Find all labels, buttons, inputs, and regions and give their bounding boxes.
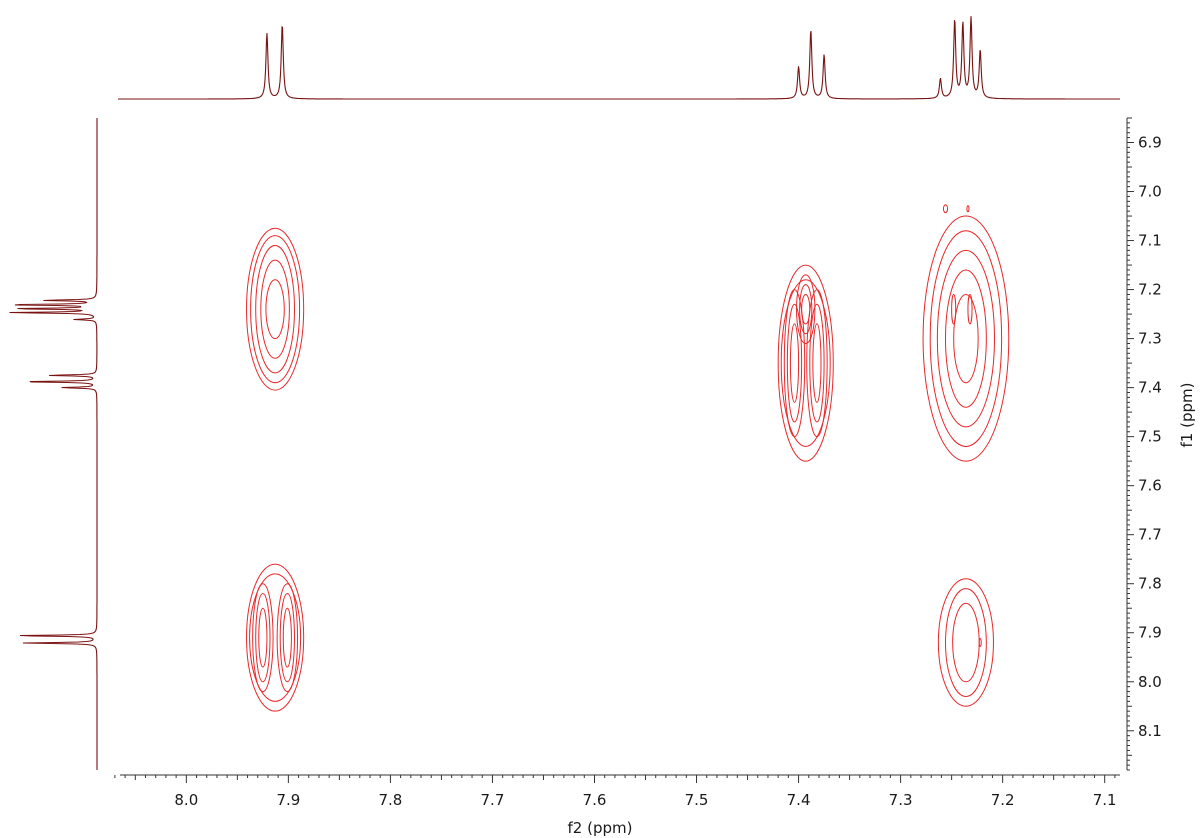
contour-plot <box>246 204 1010 712</box>
contour-line <box>945 588 987 697</box>
contour-line <box>780 279 831 447</box>
y-axis: 6.9 7.0 7.1 7.2 7.3 7.4 7.5 7.6 7.7 7.8 7.9 8.0 8.1 <box>1126 117 1162 771</box>
x-tick-label: 7.5 <box>685 791 709 809</box>
cross-peak <box>937 578 994 707</box>
x-tick-label: 7.1 <box>1093 791 1117 809</box>
contour-line <box>936 249 995 428</box>
contour-line <box>260 259 290 359</box>
contour-line <box>786 303 803 423</box>
contour-line <box>252 583 274 693</box>
contour-line <box>250 235 301 384</box>
contour-line <box>265 279 285 340</box>
x-tick-label: 7.8 <box>378 791 402 809</box>
top-projection-trace <box>118 16 1120 100</box>
cross-peak <box>978 638 982 647</box>
contour-line <box>789 323 800 403</box>
y-tick-label: 7.3 <box>1138 330 1162 348</box>
y-tick-label: 7.5 <box>1138 428 1162 446</box>
y-tick-label: 7.0 <box>1138 183 1162 201</box>
cross-peak <box>966 205 970 213</box>
x-axis-title: f2 (ppm) <box>568 819 633 837</box>
cross-peak <box>246 563 305 712</box>
contour-line <box>246 227 305 391</box>
y-tick-label: 8.1 <box>1138 722 1162 740</box>
left-projection-trace <box>9 118 98 770</box>
top-projection-spectrum <box>118 16 1120 100</box>
contour-line <box>279 593 295 683</box>
x-axis: 8.0 7.9 7.8 7.7 7.6 7.5 7.4 7.3 7.2 7.1 <box>114 774 1120 809</box>
contour-line <box>937 578 994 707</box>
contour-line <box>809 303 825 423</box>
contour-line <box>952 602 980 683</box>
y-tick-label: 7.6 <box>1138 477 1162 495</box>
contour-line <box>922 215 1010 462</box>
contour-line <box>978 638 982 647</box>
y-axis-title: f1 (ppm) <box>1178 383 1196 448</box>
cross-peak <box>777 264 834 462</box>
y-tick-label: 7.1 <box>1138 232 1162 250</box>
contour-line <box>255 593 271 683</box>
contour-line <box>942 204 949 214</box>
y-tick-label: 7.2 <box>1138 281 1162 299</box>
contour-line <box>258 607 268 668</box>
contour-line <box>945 269 987 408</box>
contour-line <box>953 293 979 384</box>
contour-line <box>951 293 957 325</box>
cross-peak <box>942 204 949 214</box>
y-tick-label: 7.7 <box>1138 526 1162 544</box>
cross-peak <box>246 227 305 391</box>
cross-peak <box>922 215 1010 462</box>
x-tick-label: 8.0 <box>174 791 198 809</box>
contour-line <box>966 205 970 213</box>
contour-line <box>929 230 1003 447</box>
left-projection-spectrum <box>9 118 98 770</box>
cross-peak <box>951 293 957 325</box>
contour-line <box>967 293 973 325</box>
contour-line <box>801 293 811 325</box>
y-tick-label: 7.4 <box>1138 379 1162 397</box>
contour-line <box>282 607 292 668</box>
contour-line <box>812 323 822 403</box>
x-tick-label: 7.2 <box>991 791 1015 809</box>
contour-line <box>777 264 834 462</box>
contour-line <box>276 583 299 693</box>
contour-line <box>255 244 295 374</box>
y-tick-label: 6.9 <box>1138 134 1162 152</box>
cross-peak <box>796 274 816 345</box>
x-tick-label: 7.4 <box>787 791 811 809</box>
x-tick-label: 7.7 <box>481 791 505 809</box>
y-tick-label: 7.8 <box>1138 575 1162 593</box>
x-tick-label: 7.3 <box>889 791 913 809</box>
contour-line <box>246 563 305 712</box>
contour-line <box>799 284 813 335</box>
cross-peak <box>967 293 973 325</box>
y-tick-label: 7.9 <box>1138 624 1162 642</box>
y-tick-label: 8.0 <box>1138 673 1162 691</box>
x-tick-label: 7.9 <box>276 791 300 809</box>
contour-line <box>249 573 302 702</box>
contour-line <box>796 274 816 345</box>
x-tick-label: 7.6 <box>583 791 607 809</box>
